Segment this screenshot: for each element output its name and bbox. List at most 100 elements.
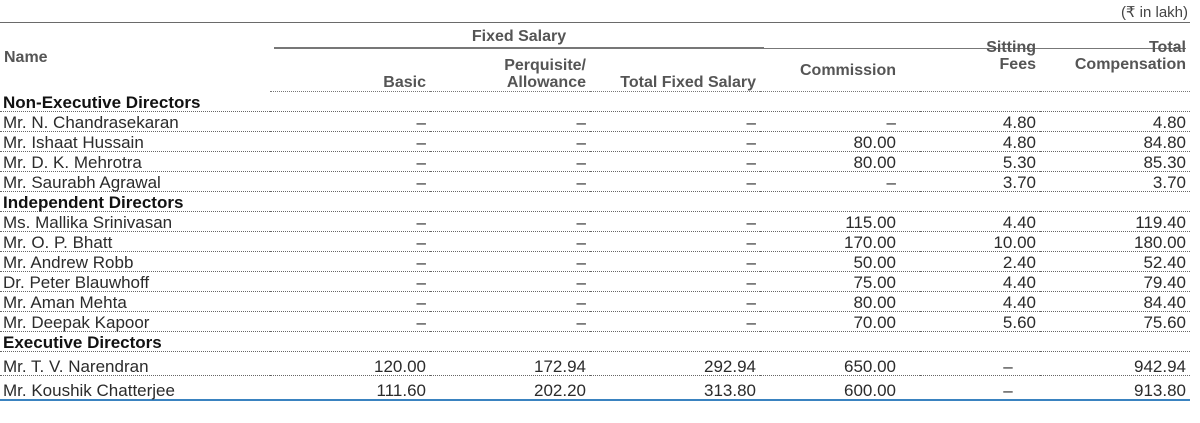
table-row: Mr. D. K. Mehrotra – – –80.00 5.30 85.30 [0,151,1190,172]
header-name: Name [4,48,48,66]
commission-cell: 650.00 [760,351,920,376]
total-compensation-cell: 52.40 [1040,251,1190,272]
header-basic: Basic [270,49,430,92]
sitting-fees-cell: 2.40 [920,251,1040,272]
table-row: Mr. T. V. Narendran 120.00 172.94 292.94 650… [0,351,1190,376]
total-compensation-cell: 79.40 [1040,271,1190,292]
perquisite-cell: – [430,311,590,332]
table-row: Mr. Aman Mehta – – –80.00 4.40 84.40 [0,291,1190,312]
basic-cell: – [270,311,430,332]
total-compensation-cell: 75.60 [1040,311,1190,332]
director-name-cell: Mr. Aman Mehta [0,291,270,312]
section-heading-row: Non-Executive Directors [0,91,1190,112]
total-compensation-cell: 4.80 [1040,111,1190,132]
basic-cell: – [270,231,430,252]
commission-cell: 115.00 [760,211,920,232]
director-name-cell: Mr. T. V. Narendran [0,351,270,376]
table-row: Dr. Peter Blauwhoff – – –75.00 4.40 79.40 [0,271,1190,292]
sitting-fees-cell: 4.80 [920,111,1040,132]
basic-cell: – [270,131,430,152]
perquisite-cell: – [430,151,590,172]
director-name-cell: Mr. Deepak Kapoor [0,311,270,332]
commission-cell: 70.00 [760,311,920,332]
section-title: Independent Directors [0,191,1190,212]
total-fixed-cell: 292.94 [590,351,760,376]
basic-cell: – [270,151,430,172]
perquisite-cell: – [430,171,590,192]
total-fixed-cell: – [590,291,760,312]
header-total-fixed-salary: Total Fixed Salary [590,49,760,92]
commission-cell: – [760,171,920,192]
total-compensation-cell: 180.00 [1040,231,1190,252]
commission-cell: 80.00 [760,291,920,312]
total-fixed-cell: – [590,271,760,292]
perquisite-cell: 172.94 [430,351,590,376]
total-compensation-cell: 85.30 [1040,151,1190,172]
perquisite-cell: 202.20 [430,375,590,401]
director-name-cell: Mr. Koushik Chatterjee [0,375,270,401]
total-fixed-cell: – [590,131,760,152]
table-row: Mr. N. Chandrasekaran – – – –4.80 4.80 [0,111,1190,132]
table-row: Mr. Deepak Kapoor – – –70.00 5.60 75.60 [0,311,1190,332]
director-name-cell: Mr. Andrew Robb [0,251,270,272]
director-name-cell: Dr. Peter Blauwhoff [0,271,270,292]
basic-cell: – [270,291,430,312]
commission-cell: 170.00 [760,231,920,252]
total-compensation-cell: 84.40 [1040,291,1190,312]
sitting-fees-cell: – [920,375,1040,401]
total-compensation-cell: 942.94 [1040,351,1190,376]
sitting-fees-cell: 4.40 [920,211,1040,232]
table-top-rule [0,22,1190,23]
table-row: Mr. O. P. Bhatt – – –170.00 10.00 180.00 [0,231,1190,252]
section-heading-row: Executive Directors [0,331,1190,352]
total-fixed-cell: – [590,151,760,172]
basic-cell: 120.00 [270,351,430,376]
basic-cell: – [270,211,430,232]
section-title: Executive Directors [0,331,1190,352]
header-total-compensation: Total Compensation [1040,35,1190,78]
perquisite-cell: – [430,111,590,132]
commission-cell: 50.00 [760,251,920,272]
basic-cell: – [270,251,430,272]
perquisite-cell: – [430,291,590,312]
commission-cell: – [760,111,920,132]
director-name-cell: Mr. D. K. Mehrotra [0,151,270,172]
sitting-fees-cell: 4.80 [920,131,1040,152]
compensation-table: Name Fixed Salary Basic Perquisite/Allow… [0,23,1190,401]
table-row: Mr. Ishaat Hussain – – –80.00 4.80 84.80 [0,131,1190,152]
director-name-cell: Mr. Ishaat Hussain [0,131,270,152]
commission-cell: 600.00 [760,375,920,401]
perquisite-cell: – [430,251,590,272]
sitting-fees-cell: 10.00 [920,231,1040,252]
total-fixed-cell: – [590,211,760,232]
sitting-fees-cell: 4.40 [920,271,1040,292]
perquisite-cell: – [430,131,590,152]
total-fixed-cell: – [590,251,760,272]
section-title: Non-Executive Directors [0,91,1190,112]
sitting-fees-cell: 5.60 [920,311,1040,332]
basic-cell: – [270,271,430,292]
director-name-cell: Mr. O. P. Bhatt [0,231,270,252]
header-commission: Commission [760,49,920,92]
header-fixed-salary-group: Fixed Salary [270,23,1190,49]
total-compensation-cell: 913.80 [1040,375,1190,401]
header-sitting-fees: Sitting Fees [920,35,1040,78]
table-row: Ms. Mallika Srinivasan – – –115.00 4.40 119.4… [0,211,1190,232]
perquisite-cell: – [430,211,590,232]
table-body: Non-Executive Directors Mr. N. Chandrasek… [0,91,1190,401]
section-heading-row: Independent Directors [0,191,1190,212]
total-fixed-cell: – [590,311,760,332]
table-row: Mr. Andrew Robb – – –50.00 2.40 52.40 [0,251,1190,272]
total-fixed-cell: 313.80 [590,375,760,401]
total-compensation-cell: 3.70 [1040,171,1190,192]
header-fixed-salary: Fixed Salary [274,28,764,48]
sitting-fees-cell: 5.30 [920,151,1040,172]
basic-cell: – [270,171,430,192]
total-fixed-cell: – [590,111,760,132]
basic-cell: 111.60 [270,375,430,401]
sitting-fees-cell: 4.40 [920,291,1040,312]
director-name-cell: Mr. N. Chandrasekaran [0,111,270,132]
header-perquisite: Perquisite/Allowance [430,49,590,92]
commission-cell: 80.00 [760,151,920,172]
